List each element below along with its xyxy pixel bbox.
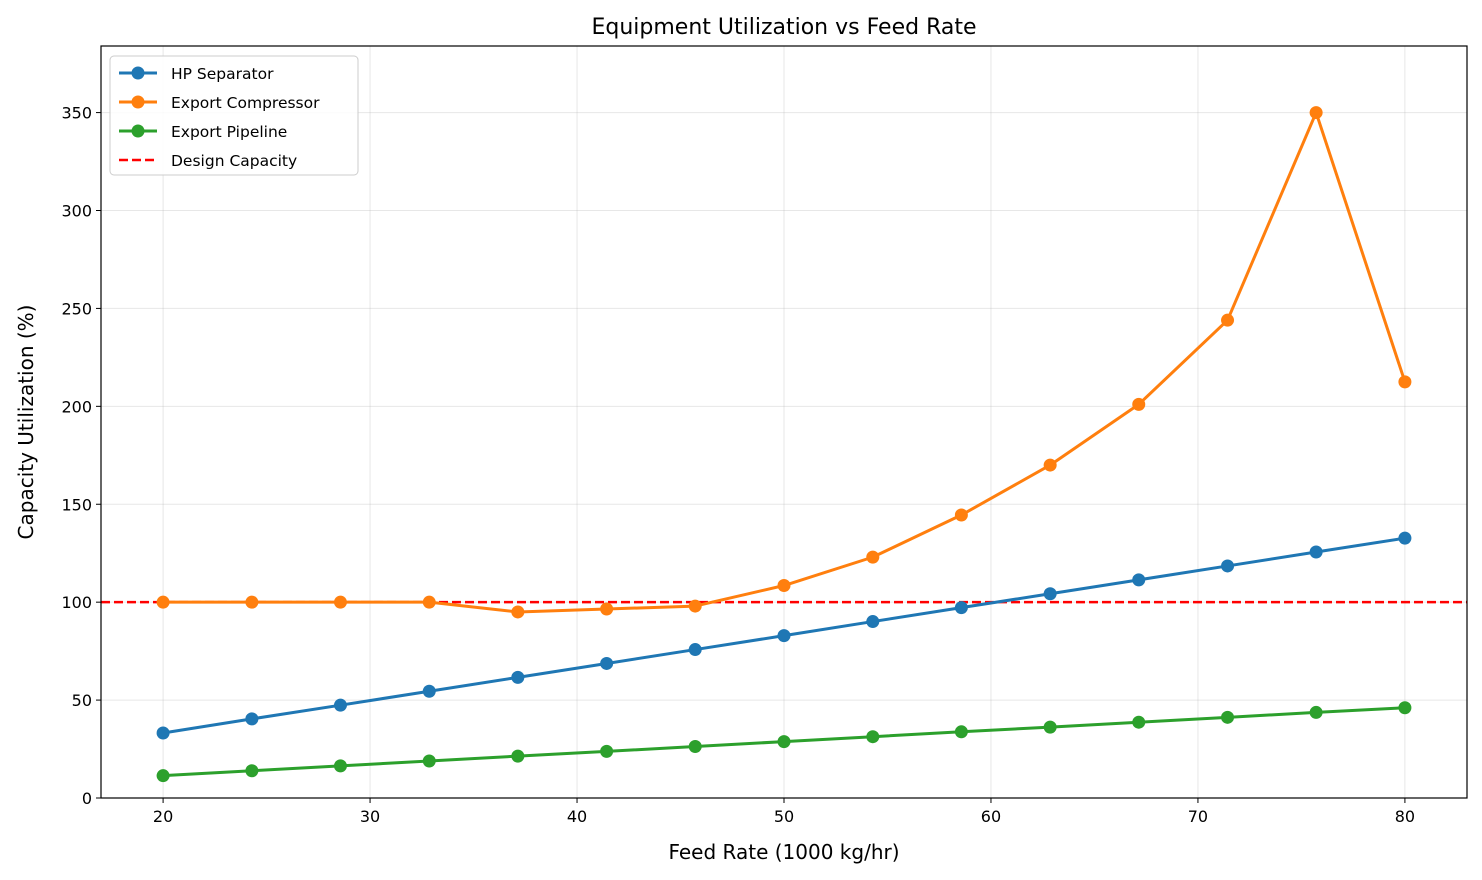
y-tick-label: 200 — [61, 397, 92, 416]
data-point — [866, 615, 880, 629]
data-point — [777, 579, 791, 593]
data-point — [1398, 701, 1412, 715]
data-point — [688, 739, 702, 753]
y-tick-label: 100 — [61, 593, 92, 612]
data-point — [1398, 375, 1412, 389]
data-point — [1309, 106, 1323, 120]
legend-label: Export Compressor — [171, 94, 320, 112]
data-point — [777, 735, 791, 749]
series-export-pipeline — [156, 701, 1412, 783]
legend-label: Design Capacity — [171, 152, 297, 170]
series-export-compressor — [156, 106, 1412, 619]
data-point — [1132, 573, 1146, 587]
data-point — [954, 508, 968, 522]
data-point — [1398, 531, 1412, 545]
data-point — [333, 595, 347, 609]
data-point — [333, 698, 347, 712]
y-tick-label: 150 — [61, 495, 92, 514]
legend-label: Export Pipeline — [171, 123, 287, 141]
data-point — [600, 656, 614, 670]
y-tick-label: 350 — [61, 104, 92, 123]
data-point — [1221, 559, 1235, 573]
data-point — [954, 601, 968, 615]
data-point — [688, 643, 702, 657]
data-point — [600, 602, 614, 616]
data-point — [866, 730, 880, 744]
data-point — [156, 595, 170, 609]
data-series — [156, 106, 1412, 783]
data-point — [333, 759, 347, 773]
legend-box — [109, 55, 359, 176]
data-point — [511, 749, 525, 763]
data-point — [1132, 397, 1146, 411]
legend-marker — [131, 66, 145, 80]
data-point — [245, 712, 259, 726]
data-point — [245, 595, 259, 609]
data-point — [688, 599, 702, 613]
y-tick-label: 250 — [61, 299, 92, 318]
data-point — [1132, 715, 1146, 729]
data-point — [422, 684, 436, 698]
data-point — [1043, 720, 1057, 734]
legend-marker — [131, 124, 145, 138]
series-hp-separator — [156, 531, 1412, 740]
data-point — [1221, 710, 1235, 724]
data-point — [156, 769, 170, 783]
legend-marker — [131, 95, 145, 109]
x-tick-label: 30 — [360, 807, 380, 826]
data-point — [511, 670, 525, 684]
data-point — [1043, 587, 1057, 601]
x-tick-label: 40 — [567, 807, 587, 826]
legend-label: HP Separator — [171, 65, 274, 83]
x-tick-label: 80 — [1395, 807, 1415, 826]
y-tick-label: 0 — [82, 789, 92, 808]
data-point — [1221, 313, 1235, 327]
axis-ticks: 20 30 40 50 60 70 80 0 50 100 150 200 250 300 350 — [61, 104, 1415, 826]
chart-title: Equipment Utilization vs Feed Rate — [591, 15, 976, 40]
x-tick-label: 20 — [153, 807, 173, 826]
data-point — [422, 595, 436, 609]
data-point — [1309, 545, 1323, 559]
data-point — [245, 764, 259, 778]
x-axis-label: Feed Rate (1000 kg/hr) — [668, 840, 899, 864]
data-point — [1043, 458, 1057, 472]
x-tick-label: 60 — [981, 807, 1001, 826]
data-point — [777, 629, 791, 643]
x-tick-label: 70 — [1188, 807, 1208, 826]
y-axis-label: Capacity Utilization (%) — [14, 305, 38, 540]
data-point — [156, 726, 170, 740]
y-tick-label: 50 — [72, 691, 92, 710]
legend: HP Separator Export Compressor Export Pipe… — [109, 55, 359, 176]
data-point — [511, 605, 525, 619]
data-point — [866, 550, 880, 564]
data-point — [1309, 705, 1323, 719]
y-tick-label: 300 — [61, 202, 92, 221]
data-point — [954, 725, 968, 739]
data-point — [422, 754, 436, 768]
data-point — [600, 744, 614, 758]
x-tick-label: 50 — [774, 807, 794, 826]
